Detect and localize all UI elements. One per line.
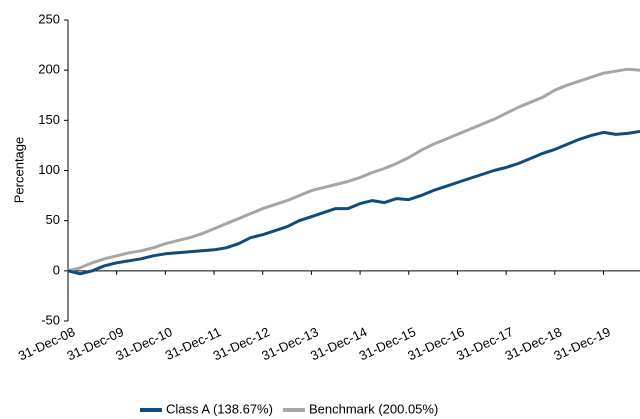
series-line [67,129,640,276]
y-tick-label: 250 [38,11,60,26]
x-tick-label: 31-Dec-19 [551,324,612,363]
x-tick-label: 31-Dec-10 [113,324,174,363]
series-line [67,67,640,273]
legend-label: Class A (138.67%) [166,401,273,416]
y-axis-label: Percentage [11,137,26,204]
legend-label: Benchmark (200.05%) [309,401,438,416]
y-tick-label: -50 [41,312,60,327]
y-tick-label: 100 [38,162,60,177]
y-tick-label: 150 [38,112,60,127]
y-tick-label: 0 [53,262,60,277]
y-tick-label: 200 [38,62,60,77]
y-tick-label: 50 [46,212,60,227]
